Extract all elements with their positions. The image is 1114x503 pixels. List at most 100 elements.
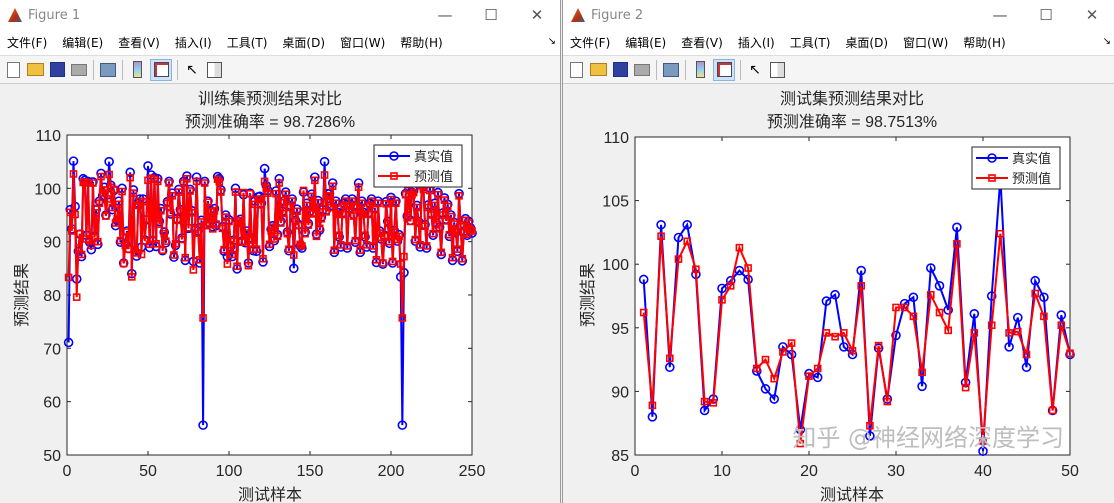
menu-item[interactable]: 工具(T): [789, 36, 831, 50]
menu-item[interactable]: 文件(F): [570, 36, 611, 50]
predicted-value-point: [105, 170, 113, 179]
predicted-value-point: [64, 273, 73, 282]
menu-item[interactable]: 工具(T): [226, 36, 268, 50]
minimize-button[interactable]: —: [992, 6, 1008, 24]
close-button[interactable]: ✕: [1085, 6, 1099, 24]
maximize-button[interactable]: ☐: [484, 6, 498, 24]
x-tick-label: 50: [139, 463, 157, 480]
link-icon[interactable]: [662, 61, 680, 79]
colorbar-icon[interactable]: [128, 61, 146, 79]
predicted-value-point: [113, 214, 122, 223]
menu-item[interactable]: 文件(F): [7, 36, 48, 50]
predicted-value-point: [89, 179, 97, 187]
predicted-value-point: [102, 212, 110, 220]
true-value-point: [353, 178, 364, 188]
menu-item[interactable]: 查看(V): [118, 36, 160, 50]
true-value-point: [838, 342, 849, 352]
menu-item[interactable]: 查看(V): [681, 36, 723, 50]
menu-item[interactable]: 插入(I): [737, 36, 775, 50]
predicted-value-point: [176, 207, 185, 216]
true-value-point: [856, 265, 867, 276]
predicted-value-point: [194, 229, 203, 237]
menu-item[interactable]: 桌面(D): [282, 36, 326, 50]
undock-arrow-icon[interactable]: ↘: [1102, 36, 1111, 47]
open-icon[interactable]: [589, 61, 607, 79]
predicted-value-point: [752, 364, 761, 373]
legend-label: 真实值: [1012, 151, 1051, 167]
predicted-value-point: [726, 282, 735, 290]
save-icon[interactable]: [611, 61, 629, 79]
predicted-value-point: [430, 201, 439, 210]
save-icon[interactable]: [48, 61, 66, 79]
predicted-value-point: [348, 197, 356, 205]
window-title: Figure 1: [28, 7, 81, 23]
menu-item[interactable]: 编辑(E): [625, 36, 667, 50]
print-icon[interactable]: [633, 61, 651, 79]
predicted-value-point: [173, 216, 181, 225]
minimize-button[interactable]: —: [437, 6, 453, 24]
predicted-value-point: [692, 265, 700, 274]
predicted-value-point: [257, 201, 266, 209]
predicted-value-point: [314, 198, 322, 207]
pointer-icon[interactable]: ↖: [186, 61, 198, 78]
chart-title: 测试集预测结果对比: [780, 90, 924, 108]
colorbar-icon[interactable]: [691, 61, 709, 79]
predicted-value-point: [657, 232, 665, 241]
x-tick-label: 20: [800, 463, 818, 480]
menu-item[interactable]: 窗口(W): [340, 36, 386, 50]
predicted-value-point: [115, 200, 123, 209]
predicted-value-point: [187, 209, 196, 217]
predicted-value-point: [466, 225, 475, 234]
legend-icon[interactable]: [713, 58, 735, 81]
true-value-point: [63, 337, 74, 348]
true-value-point: [198, 420, 208, 430]
legend-box: [373, 144, 463, 188]
menu-item[interactable]: 帮助(H): [400, 36, 443, 50]
true-value-point: [1021, 362, 1032, 373]
menu-item[interactable]: 插入(I): [174, 36, 212, 50]
undock-arrow-icon[interactable]: ↘: [547, 36, 556, 47]
predicted-value-point: [302, 201, 311, 210]
open-icon[interactable]: [26, 61, 44, 79]
predicted-value-point: [233, 262, 241, 271]
link-icon[interactable]: [99, 61, 117, 79]
menu-item[interactable]: 帮助(H): [963, 36, 1006, 50]
predicted-value-point: [264, 189, 272, 197]
x-tick-label: 100: [216, 463, 243, 480]
print-icon[interactable]: [70, 61, 88, 79]
legend-circle-marker: [987, 153, 997, 163]
true-value-point: [891, 330, 901, 341]
predicted-value-point: [369, 242, 377, 250]
close-button[interactable]: ✕: [530, 6, 544, 24]
legend-label: 预测值: [414, 169, 453, 185]
predicted-value-point: [332, 199, 340, 208]
predicted-value-point: [379, 259, 387, 267]
predicted-value-point: [236, 217, 245, 225]
predicted-value-point: [327, 203, 335, 212]
predicted-value-point: [95, 199, 104, 208]
predicted-value-point: [437, 248, 446, 257]
maximize-button[interactable]: ☐: [1039, 6, 1053, 24]
y-tick-label: 60: [43, 395, 61, 412]
true-value-point: [699, 405, 710, 416]
predicted-value-point: [665, 354, 674, 363]
pointer-icon[interactable]: ↖: [749, 61, 761, 78]
menu-item[interactable]: 编辑(E): [62, 36, 104, 50]
title-bar: Figure 2 — ☐ ✕: [563, 0, 1114, 30]
true-value-point: [952, 222, 962, 233]
predicted-value-point: [926, 290, 935, 299]
new-figure-icon[interactable]: [567, 61, 585, 79]
predicted-value-point: [200, 179, 209, 187]
predicted-value-point: [333, 210, 342, 218]
new-figure-icon[interactable]: [4, 61, 22, 79]
legend-square-marker: [988, 174, 996, 182]
menu-item[interactable]: 桌面(D): [845, 36, 889, 50]
property-inspector-icon[interactable]: [205, 61, 223, 79]
x-tick-label: 10: [713, 463, 731, 480]
property-inspector-icon[interactable]: [768, 61, 786, 79]
legend-icon[interactable]: [150, 58, 172, 81]
predicted-value-point: [770, 374, 779, 383]
predicted-value-point: [448, 253, 457, 262]
menu-item[interactable]: 窗口(W): [903, 36, 949, 50]
predicted-value-point: [1040, 312, 1048, 321]
